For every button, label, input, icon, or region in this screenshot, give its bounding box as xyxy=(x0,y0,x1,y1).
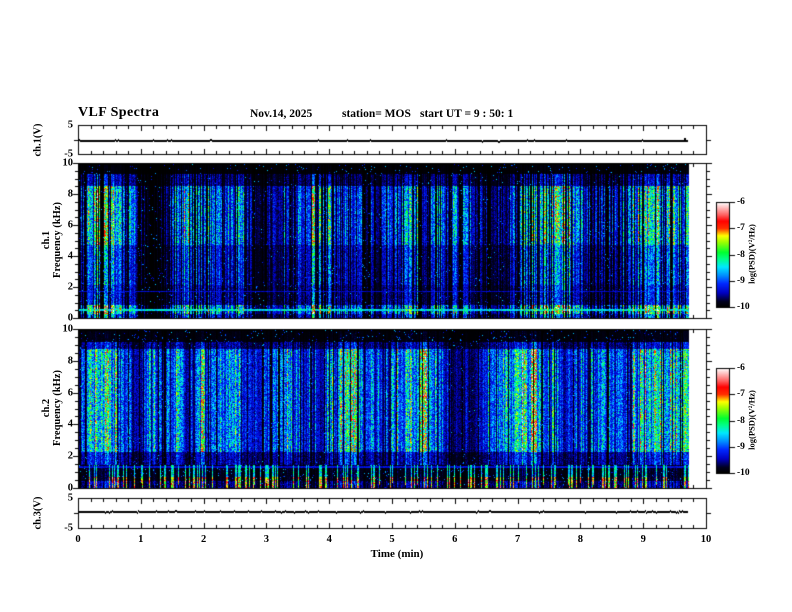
spec2-ytick-label: 6 xyxy=(67,387,73,399)
xaxis-tick-label: 8 xyxy=(577,534,584,545)
spec1-ytick-label: 2 xyxy=(67,281,73,293)
spec1-ylabel-line1: ch.1 xyxy=(40,230,52,250)
xaxis-tick-label: 2 xyxy=(200,534,207,545)
strip1-ylabel: ch.1(V) xyxy=(32,123,44,157)
xaxis-tick-label: 6 xyxy=(452,534,458,545)
xaxis-tick-label: 3 xyxy=(263,534,270,545)
spec1-ytick-label: 0 xyxy=(67,312,73,324)
spec1-ytick-label: 10 xyxy=(62,157,74,169)
strip2-ytick-label: -5 xyxy=(64,522,73,534)
xaxis-tick-label: 9 xyxy=(640,534,646,545)
colorbar2-tick-label: -9 xyxy=(737,441,745,452)
colorbar1-tick-label: -7 xyxy=(737,223,745,234)
xaxis-label: Time (min) xyxy=(370,548,424,560)
colorbar1-tick-label: -9 xyxy=(737,275,745,286)
colorbar2-tick-label: -10 xyxy=(737,468,750,478)
xaxis-tick-label: 7 xyxy=(514,534,521,545)
xaxis-tick-label: 4 xyxy=(326,534,332,545)
spec2-ylabel: ch.2 Frequency (kHz) xyxy=(41,370,63,446)
date-label: Nov.14, 2025 xyxy=(250,108,313,120)
colorbar1-tick-label: -8 xyxy=(737,249,745,260)
colorbar2-tick-label: -7 xyxy=(737,389,745,400)
colorbar1-tick-label: -6 xyxy=(737,197,745,207)
xaxis-tick-label: 10 xyxy=(700,534,712,545)
station-label: station= MOS xyxy=(342,108,411,120)
strip2-ytick-label: 5 xyxy=(67,492,73,504)
strip1-ytick-label: 5 xyxy=(67,119,73,131)
figure-title: VLF Spectra xyxy=(78,105,160,120)
spec1-ytick-label: 6 xyxy=(67,219,73,231)
spec2-ytick-label: 8 xyxy=(67,355,73,367)
spec1-ylabel: ch.1 Frequency (kHz) xyxy=(41,202,63,278)
xaxis-tick-label: 0 xyxy=(75,534,81,545)
colorbar2-label: log(PSD)(V²/Hz) xyxy=(746,390,757,450)
spec1-ytick-label: 8 xyxy=(67,188,73,200)
spec1-ytick-label: 4 xyxy=(67,250,73,262)
spec2-ylabel-line2: Frequency (kHz) xyxy=(52,370,63,446)
spec2-ytick-label: 4 xyxy=(67,418,73,430)
spec2-ytick-label: 2 xyxy=(67,450,73,462)
start-ut-label: start UT = 9 : 50: 1 xyxy=(420,108,514,120)
xaxis-tick-label: 1 xyxy=(138,534,144,545)
colorbar1-label: log(PSD)(V²/Hz) xyxy=(746,224,757,284)
spec1-ylabel-line2: Frequency (kHz) xyxy=(52,202,63,278)
colorbar2-tick-label: -8 xyxy=(737,415,745,426)
colorbar1-tick-label: -10 xyxy=(737,302,750,312)
xaxis-tick-label: 5 xyxy=(389,534,395,545)
strip1-ytick-label: -5 xyxy=(64,148,73,160)
strip2-ylabel: ch.3(V) xyxy=(32,496,44,530)
spec2-ytick-label: 0 xyxy=(67,482,73,494)
colorbar2-tick-label: -6 xyxy=(737,363,745,373)
spec2-ytick-label: 10 xyxy=(62,323,74,335)
spec2-ylabel-line1: ch.2 xyxy=(40,398,52,418)
